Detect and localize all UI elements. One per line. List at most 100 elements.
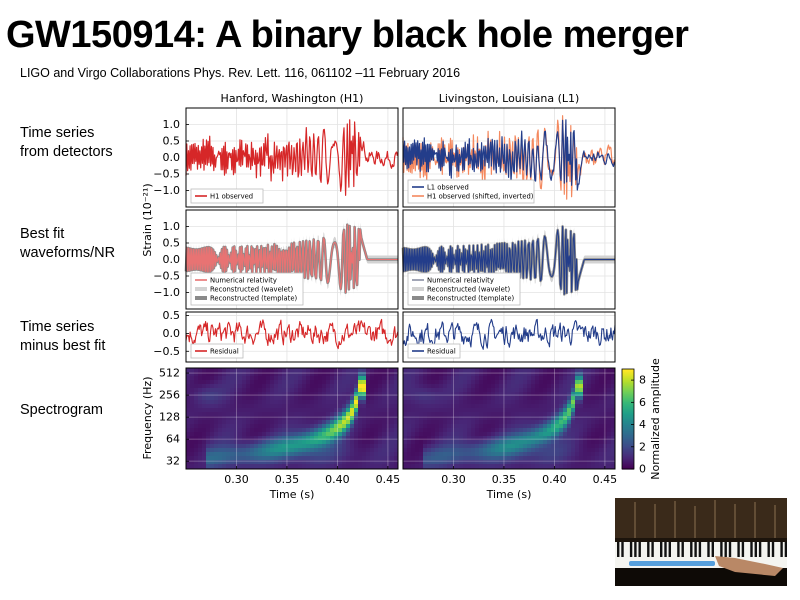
x-tick-label: 0.45 — [593, 473, 618, 486]
row-label-line: minus best fit — [20, 338, 106, 354]
piano-black-key — [651, 542, 654, 557]
axes-frame — [185, 107, 399, 208]
colorbar-cell — [622, 379, 634, 382]
row-label-line: from detectors — [20, 144, 113, 160]
y-tick-label: 1.0 — [163, 118, 181, 131]
row-label-time-series: Time series from detectors — [20, 124, 113, 162]
y-tick-label: 0.5 — [163, 237, 181, 250]
piano-black-key — [647, 542, 650, 557]
colorbar-cell — [622, 417, 634, 420]
piano-black-key — [741, 542, 745, 557]
piano-black-key — [728, 542, 732, 557]
piano-black-key — [638, 542, 641, 557]
colorbar-cell — [622, 371, 634, 374]
y-tick-label: −1.0 — [153, 286, 180, 299]
x-axis-label: Time (s) — [486, 488, 532, 501]
piano-black-key — [660, 542, 663, 557]
axes-frame — [402, 209, 616, 310]
colorbar-tick-label: 0 — [639, 463, 646, 476]
l1-panel-title: Livingston, Louisiana (L1) — [439, 92, 580, 105]
legend-label: Reconstructed (wavelet) — [210, 286, 293, 294]
spectrogram-cells — [186, 368, 398, 469]
colorbar-cell — [622, 461, 634, 464]
colorbar-cell — [622, 437, 634, 440]
piano-black-key — [621, 542, 624, 557]
colorbar-cell — [622, 443, 634, 446]
piano-black-key — [694, 542, 697, 557]
piano-black-key — [771, 542, 775, 557]
piano-black-key — [668, 542, 671, 557]
colorbar-cell — [622, 403, 634, 406]
piano-black-key — [720, 542, 723, 557]
piano-black-key — [711, 542, 714, 557]
colorbar-cell — [622, 421, 634, 424]
colorbar-cell — [622, 423, 634, 426]
axes-frame — [185, 311, 399, 363]
h1-panel-title: Hanford, Washington (H1) — [221, 92, 364, 105]
colorbar-cell — [622, 397, 634, 400]
piano-black-key — [698, 542, 702, 557]
y-tick-label: −0.5 — [153, 168, 180, 181]
y-tick-label: 0.0 — [163, 327, 181, 340]
piano-black-key — [784, 542, 787, 557]
x-tick-label: 0.30 — [441, 473, 466, 486]
legend-box — [190, 188, 264, 204]
colorbar-cell — [622, 409, 634, 412]
piano-black-key — [681, 542, 684, 557]
x-tick-label: 0.30 — [224, 473, 249, 486]
y-tick-label: −0.5 — [153, 345, 180, 358]
colorbar-cell — [622, 425, 634, 428]
y-tick-label: 512 — [159, 367, 180, 380]
piano-black-key — [664, 542, 667, 557]
legend-box — [190, 272, 304, 306]
legend-box — [407, 272, 521, 306]
colorbar-cell — [622, 411, 634, 414]
colorbar-cell — [622, 391, 634, 394]
y-tick-label: 0.0 — [163, 151, 181, 164]
y-tick-label: −1.0 — [153, 184, 180, 197]
legend-label: Reconstructed (template) — [427, 295, 515, 303]
strain-axis-label: Strain (10⁻²¹) — [141, 183, 154, 256]
row-label-line: Time series — [20, 125, 95, 141]
legend-label: L1 observed — [427, 184, 469, 192]
colorbar-cell — [622, 401, 634, 404]
row-label-line: Best fit — [20, 226, 65, 242]
colorbar-cell — [622, 377, 634, 380]
colorbar-cell — [622, 389, 634, 392]
x-tick-label: 0.40 — [325, 473, 350, 486]
piano-video-thumbnail[interactable] — [615, 498, 787, 586]
piano-black-key — [617, 542, 620, 557]
h1-observed-line — [185, 119, 399, 196]
colorbar-tick-label: 2 — [639, 440, 646, 453]
piano-black-key — [707, 542, 710, 557]
piano-black-key — [750, 542, 753, 557]
colorbar-cell — [622, 463, 634, 466]
y-tick-label: 1.0 — [163, 220, 181, 233]
colorbar-cell — [622, 405, 634, 408]
y-tick-label: 0.0 — [163, 253, 181, 266]
colorbar-cell — [622, 369, 634, 372]
legend-box — [190, 343, 244, 359]
x-axis-label: Time (s) — [269, 488, 315, 501]
x-tick-label: 0.40 — [542, 473, 567, 486]
colorbar-cell — [622, 447, 634, 450]
colorbar-cell — [622, 415, 634, 418]
colorbar-cell — [622, 387, 634, 390]
legend-label: Residual — [427, 348, 456, 356]
axes-frame — [185, 209, 399, 310]
colorbar-cell — [622, 427, 634, 430]
legend-label: Reconstructed (template) — [210, 295, 298, 303]
colorbar-cell — [622, 407, 634, 410]
colorbar-cell — [622, 451, 634, 454]
legend-label: Numerical relativity — [427, 277, 494, 285]
spectrogram-cells — [403, 368, 615, 469]
colorbar-cell — [622, 395, 634, 398]
colorbar-cell — [622, 399, 634, 402]
nr-line — [402, 225, 615, 295]
y-tick-label: 128 — [159, 411, 180, 424]
row-label-spectrogram: Spectrogram — [20, 401, 103, 420]
row-label-best-fit: Best fit waveforms/NR — [20, 225, 115, 263]
piano-black-key — [629, 542, 633, 557]
legend-label: Residual — [210, 348, 239, 356]
